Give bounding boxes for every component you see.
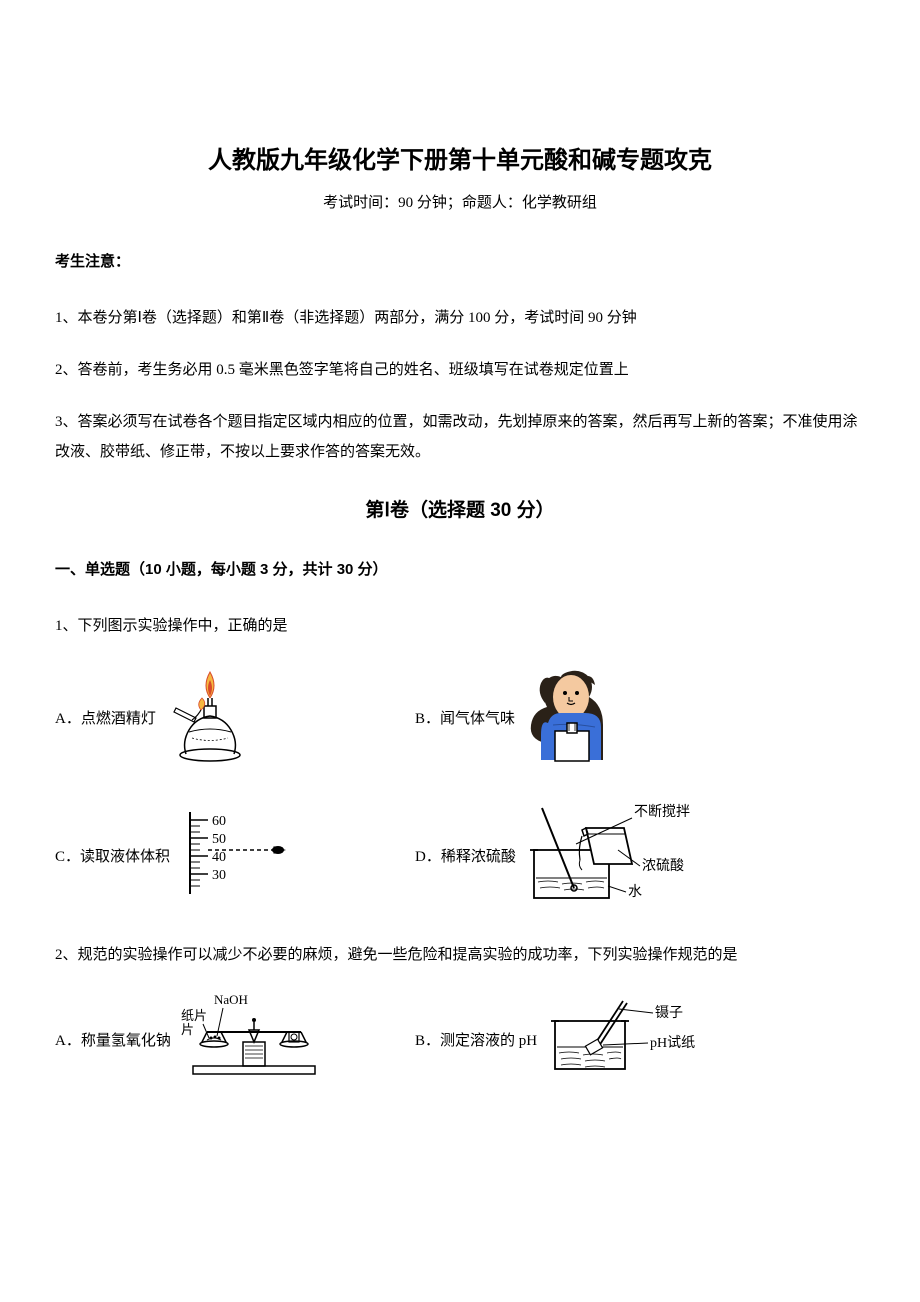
read-volume-icon: 60 50 40 30 xyxy=(178,808,298,903)
q1-row-ab: A．点燃酒精灯 B．闻气体气味 xyxy=(55,665,865,770)
balance-naoh-icon: NaOH 纸片 片 xyxy=(179,994,329,1084)
ph-test-icon: 镊子 pH试纸 xyxy=(545,997,720,1082)
svg-text:40: 40 xyxy=(212,850,226,865)
q1-stem: 1、下列图示实验操作中，正确的是 xyxy=(55,611,865,641)
q1-row-cd: C．读取液体体积 60 50 40 30 xyxy=(55,800,865,910)
q2-option-a: A．称量氢氧化钠 NaOH 纸片 片 xyxy=(55,994,415,1084)
notice-item-2: 2、答卷前，考生务必用 0.5 毫米黑色签字笔将自己的姓名、班级填写在试卷规定位… xyxy=(55,355,865,385)
svg-text:浓硫酸: 浓硫酸 xyxy=(642,858,684,874)
q1-option-d: D．稀释浓硫酸 不断搅拌 浓硫酸 水 xyxy=(415,800,865,910)
q2-stem: 2、规范的实验操作可以减少不必要的麻烦，避免一些危险和提高实验的成功率，下列实验… xyxy=(55,940,865,970)
q2-row-ab: A．称量氢氧化钠 NaOH 纸片 片 xyxy=(55,994,865,1084)
alcohol-lamp-icon xyxy=(164,668,256,768)
q1-a-label: A．点燃酒精灯 xyxy=(55,707,156,728)
q1-c-label: C．读取液体体积 xyxy=(55,845,170,866)
svg-text:水: 水 xyxy=(628,884,642,900)
section-1-title: 第Ⅰ卷（选择题 30 分） xyxy=(55,495,865,522)
q1-option-b: B．闻气体气味 xyxy=(415,665,865,770)
q2-b-label: B．测定溶液的 pH xyxy=(415,1029,537,1050)
q1-option-c: C．读取液体体积 60 50 40 30 xyxy=(55,808,415,903)
notice-item-3: 3、答案必须写在试卷各个题目指定区域内相应的位置，如需改动，先划掉原来的答案，然… xyxy=(55,407,865,467)
svg-text:不断搅拌: 不断搅拌 xyxy=(634,804,690,820)
q2-a-label: A．称量氢氧化钠 xyxy=(55,1029,171,1050)
svg-text:镊子: 镊子 xyxy=(655,1005,683,1021)
notice-header: 考生注意： xyxy=(55,250,865,271)
notice-item-1: 1、本卷分第Ⅰ卷（选择题）和第Ⅱ卷（非选择题）两部分，满分 100 分，考试时间… xyxy=(55,303,865,333)
dilute-acid-icon: 不断搅拌 浓硫酸 水 xyxy=(524,800,699,910)
subsection-1: 一、单选题（10 小题，每小题 3 分，共计 30 分） xyxy=(55,558,865,579)
q1-b-label: B．闻气体气味 xyxy=(415,707,515,728)
svg-text:pH试纸: pH试纸 xyxy=(650,1035,695,1051)
q1-d-label: D．稀释浓硫酸 xyxy=(415,845,516,866)
q2-option-b: B．测定溶液的 pH 镊子 pH试纸 xyxy=(415,997,865,1082)
exam-subtitle: 考试时间：90 分钟；命题人：化学教研组 xyxy=(55,191,865,212)
svg-text:60: 60 xyxy=(212,814,226,829)
exam-title: 人教版九年级化学下册第十单元酸和碱专题攻克 xyxy=(55,140,865,175)
svg-text:纸片: 纸片 xyxy=(181,1008,207,1023)
smell-gas-icon xyxy=(523,665,638,770)
q1-option-a: A．点燃酒精灯 xyxy=(55,668,415,768)
svg-text:30: 30 xyxy=(212,868,226,883)
svg-text:50: 50 xyxy=(212,832,226,847)
svg-text:片: 片 xyxy=(181,1022,194,1037)
svg-text:NaOH: NaOH xyxy=(214,994,248,1007)
